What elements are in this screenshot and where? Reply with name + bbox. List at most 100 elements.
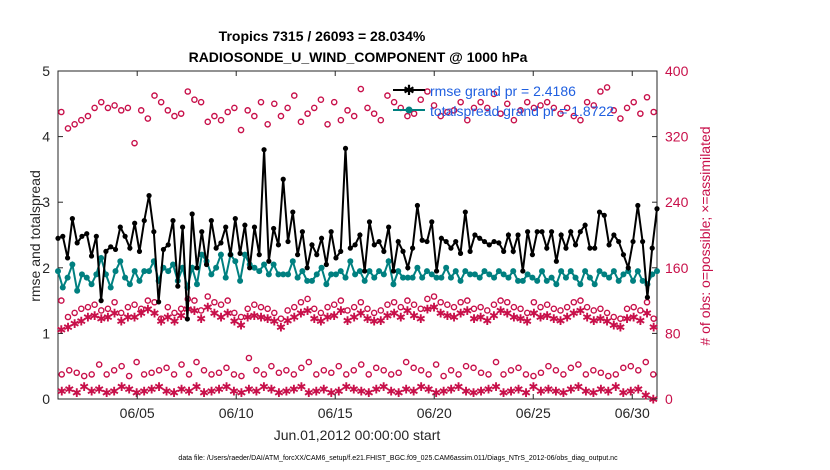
obs-possible-point xyxy=(137,305,145,313)
obs-assimilated-point: ✱ xyxy=(462,304,472,318)
totalspread-point xyxy=(294,274,301,281)
rmse-point xyxy=(510,248,516,254)
totalspread-point xyxy=(543,277,550,284)
obs-possible-point xyxy=(492,358,500,366)
totalspread-point xyxy=(74,287,81,294)
obs-possible-point xyxy=(612,371,620,378)
obs-assimilated-point: ✱ xyxy=(555,314,565,328)
obs-possible-point xyxy=(490,301,498,309)
obs-possible-point xyxy=(390,298,398,306)
obs-possible-point xyxy=(630,98,638,106)
rmse-point xyxy=(170,217,176,224)
totalspread-point xyxy=(404,274,411,281)
obs-possible-point xyxy=(244,305,251,313)
obs-possible-point xyxy=(372,364,380,372)
obs-assimilated-point: ✱ xyxy=(364,386,374,400)
obs-possible-point xyxy=(177,110,185,117)
rmse-point xyxy=(146,193,152,199)
obs-possible-point xyxy=(642,358,650,366)
y-tick-label-left: 5 xyxy=(42,63,50,79)
obs-assimilated-point: ✱ xyxy=(169,386,179,400)
obs-possible-point xyxy=(623,104,631,112)
totalspread-point xyxy=(256,268,263,275)
obs-possible-point xyxy=(283,366,290,374)
obs-assimilated-point: ✱ xyxy=(109,384,119,398)
totalspread-point xyxy=(304,277,311,284)
totalspread-point xyxy=(126,281,133,288)
obs-possible-point xyxy=(157,98,165,106)
obs-possible-point xyxy=(567,364,575,372)
totalspread-point xyxy=(270,261,277,268)
obs-possible-point xyxy=(197,98,205,106)
obs-assimilated-point: ✱ xyxy=(143,302,153,316)
obs-assimilated-point: ✱ xyxy=(622,312,632,326)
totalspread-point xyxy=(610,268,617,275)
obs-assimilated-point: ✱ xyxy=(216,311,226,325)
obs-possible-point xyxy=(111,102,118,109)
obs-possible-point xyxy=(507,366,515,374)
totalspread-point xyxy=(582,268,589,275)
obs-assimilated-point: ✱ xyxy=(456,306,466,320)
obs-assimilated-point: ✱ xyxy=(283,314,293,328)
rmse-point xyxy=(88,253,95,259)
obs-possible-point xyxy=(88,371,95,378)
obs-possible-point xyxy=(193,358,200,366)
rmse-point xyxy=(448,245,454,251)
obs-assimilated-point: ✱ xyxy=(83,311,93,325)
totalspread-point xyxy=(471,271,478,278)
obs-possible-point xyxy=(191,96,198,103)
obs-possible-point xyxy=(620,364,627,372)
obs-possible-point xyxy=(80,372,88,380)
obs-assimilated-point: ✱ xyxy=(289,383,299,397)
obs-possible-point xyxy=(277,112,285,120)
obs-possible-point xyxy=(77,305,85,313)
obs-possible-point xyxy=(337,297,345,304)
obs-possible-point xyxy=(304,295,311,303)
totalspread-point xyxy=(217,251,224,258)
obs-possible-point xyxy=(330,301,338,309)
obs-possible-point xyxy=(144,115,152,122)
obs-possible-point xyxy=(627,362,635,370)
obs-assimilated-point: ✱ xyxy=(229,315,239,329)
obs-possible-point xyxy=(320,366,328,374)
obs-possible-point xyxy=(497,110,504,117)
obs-possible-point xyxy=(557,307,564,314)
obs-assimilated-point: ✱ xyxy=(177,383,187,397)
totalspread-point xyxy=(193,281,200,288)
rmse-point xyxy=(357,232,363,238)
obs-possible-point xyxy=(610,107,618,114)
obs-assimilated-point: ✱ xyxy=(64,383,74,397)
obs-assimilated-point: ✱ xyxy=(206,384,216,398)
rmse-point xyxy=(194,265,200,271)
rmse-point xyxy=(366,219,373,225)
obs-possible-point xyxy=(377,307,385,314)
totalspread-point xyxy=(64,274,71,281)
obs-possible-point xyxy=(131,301,138,309)
obs-possible-point xyxy=(357,298,365,306)
obs-assimilated-point: ✱ xyxy=(316,315,326,329)
rmse-point xyxy=(582,222,588,228)
rmse-point xyxy=(429,219,435,225)
obs-possible-point xyxy=(164,303,172,311)
obs-assimilated-point: ✱ xyxy=(602,315,612,329)
obs-assimilated-point: ✱ xyxy=(147,383,157,397)
obs-possible-point xyxy=(357,361,365,368)
obs-possible-point xyxy=(305,358,313,366)
obs-possible-point xyxy=(605,372,612,380)
obs-possible-point xyxy=(477,303,484,311)
rmse-point xyxy=(285,238,291,245)
obs-assimilated-point: ✱ xyxy=(196,312,206,326)
rmse-point xyxy=(635,202,641,209)
rmse-point xyxy=(93,233,99,239)
obs-possible-point xyxy=(417,96,425,103)
obs-assimilated-point: ✱ xyxy=(154,380,164,394)
obs-assimilated-point: ✱ xyxy=(249,309,259,323)
obs-possible-point xyxy=(470,104,478,112)
obs-possible-point xyxy=(470,305,478,313)
rmse-point xyxy=(117,224,123,230)
totalspread-point xyxy=(117,258,124,265)
obs-possible-point xyxy=(350,112,358,120)
obs-assimilated-point: ✱ xyxy=(382,309,392,323)
obs-possible-point xyxy=(483,307,491,314)
rmse-point xyxy=(525,229,531,235)
